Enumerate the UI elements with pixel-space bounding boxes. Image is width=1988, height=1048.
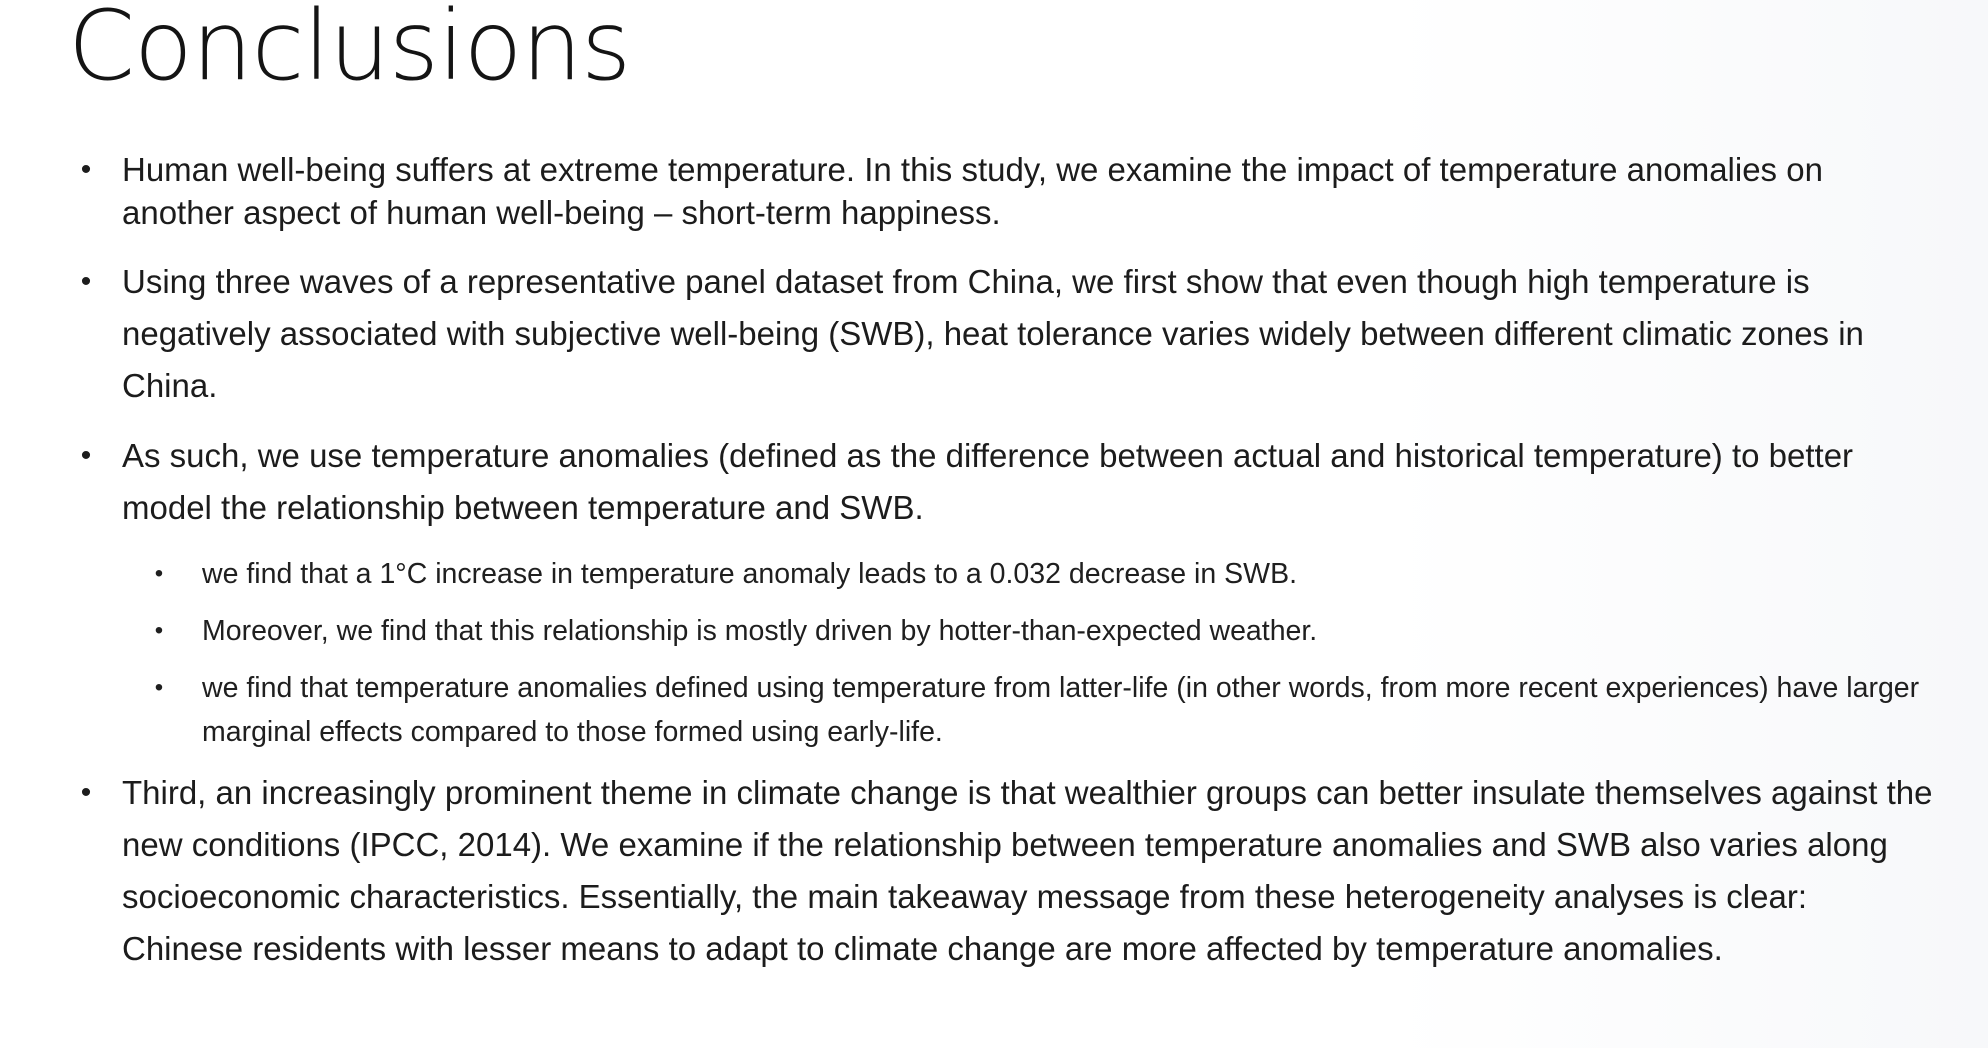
sub-bullet-item-1: • we find that a 1°C increase in tempera… (76, 552, 1936, 596)
slide-title: Conclusions (68, 0, 631, 102)
bullet-item-4: • Third, an increasingly prominent theme… (76, 767, 1936, 975)
sub-bullet-text: Moreover, we find that this relationship… (202, 615, 1318, 647)
bullet-list-continued: • Third, an increasingly prominent theme… (76, 767, 1936, 975)
bullet-marker: • (80, 439, 92, 472)
bullet-marker: • (80, 776, 92, 809)
bullet-text: Human well-being suffers at extreme temp… (122, 151, 1823, 231)
bullet-list: • Human well-being suffers at extreme te… (76, 148, 1936, 534)
sub-bullet-text: we find that a 1°C increase in temperatu… (202, 558, 1297, 590)
bullet-text: As such, we use temperature anomalies (d… (122, 437, 1854, 526)
bullet-item-1: • Human well-being suffers at extreme te… (76, 148, 1936, 234)
sub-bullet-marker: • (154, 560, 164, 587)
sub-bullet-item-2: • Moreover, we find that this relationsh… (76, 609, 1936, 653)
sub-bullet-marker: • (154, 617, 164, 644)
bullet-text: Using three waves of a representative pa… (122, 263, 1864, 404)
bullet-marker: • (80, 265, 92, 298)
bullet-text: Third, an increasingly prominent theme i… (122, 774, 1933, 967)
sub-bullet-text: we find that temperature anomalies defin… (202, 672, 1920, 748)
sub-bullet-item-3: • we find that temperature anomalies def… (76, 666, 1936, 754)
bullet-item-3: • As such, we use temperature anomalies … (76, 430, 1936, 534)
bullet-item-2: • Using three waves of a representative … (76, 256, 1936, 412)
bullet-marker: • (80, 153, 92, 186)
sub-bullet-list: • we find that a 1°C increase in tempera… (76, 552, 1936, 754)
sub-bullet-marker: • (154, 674, 164, 701)
slide-content: • Human well-being suffers at extreme te… (76, 148, 1936, 993)
